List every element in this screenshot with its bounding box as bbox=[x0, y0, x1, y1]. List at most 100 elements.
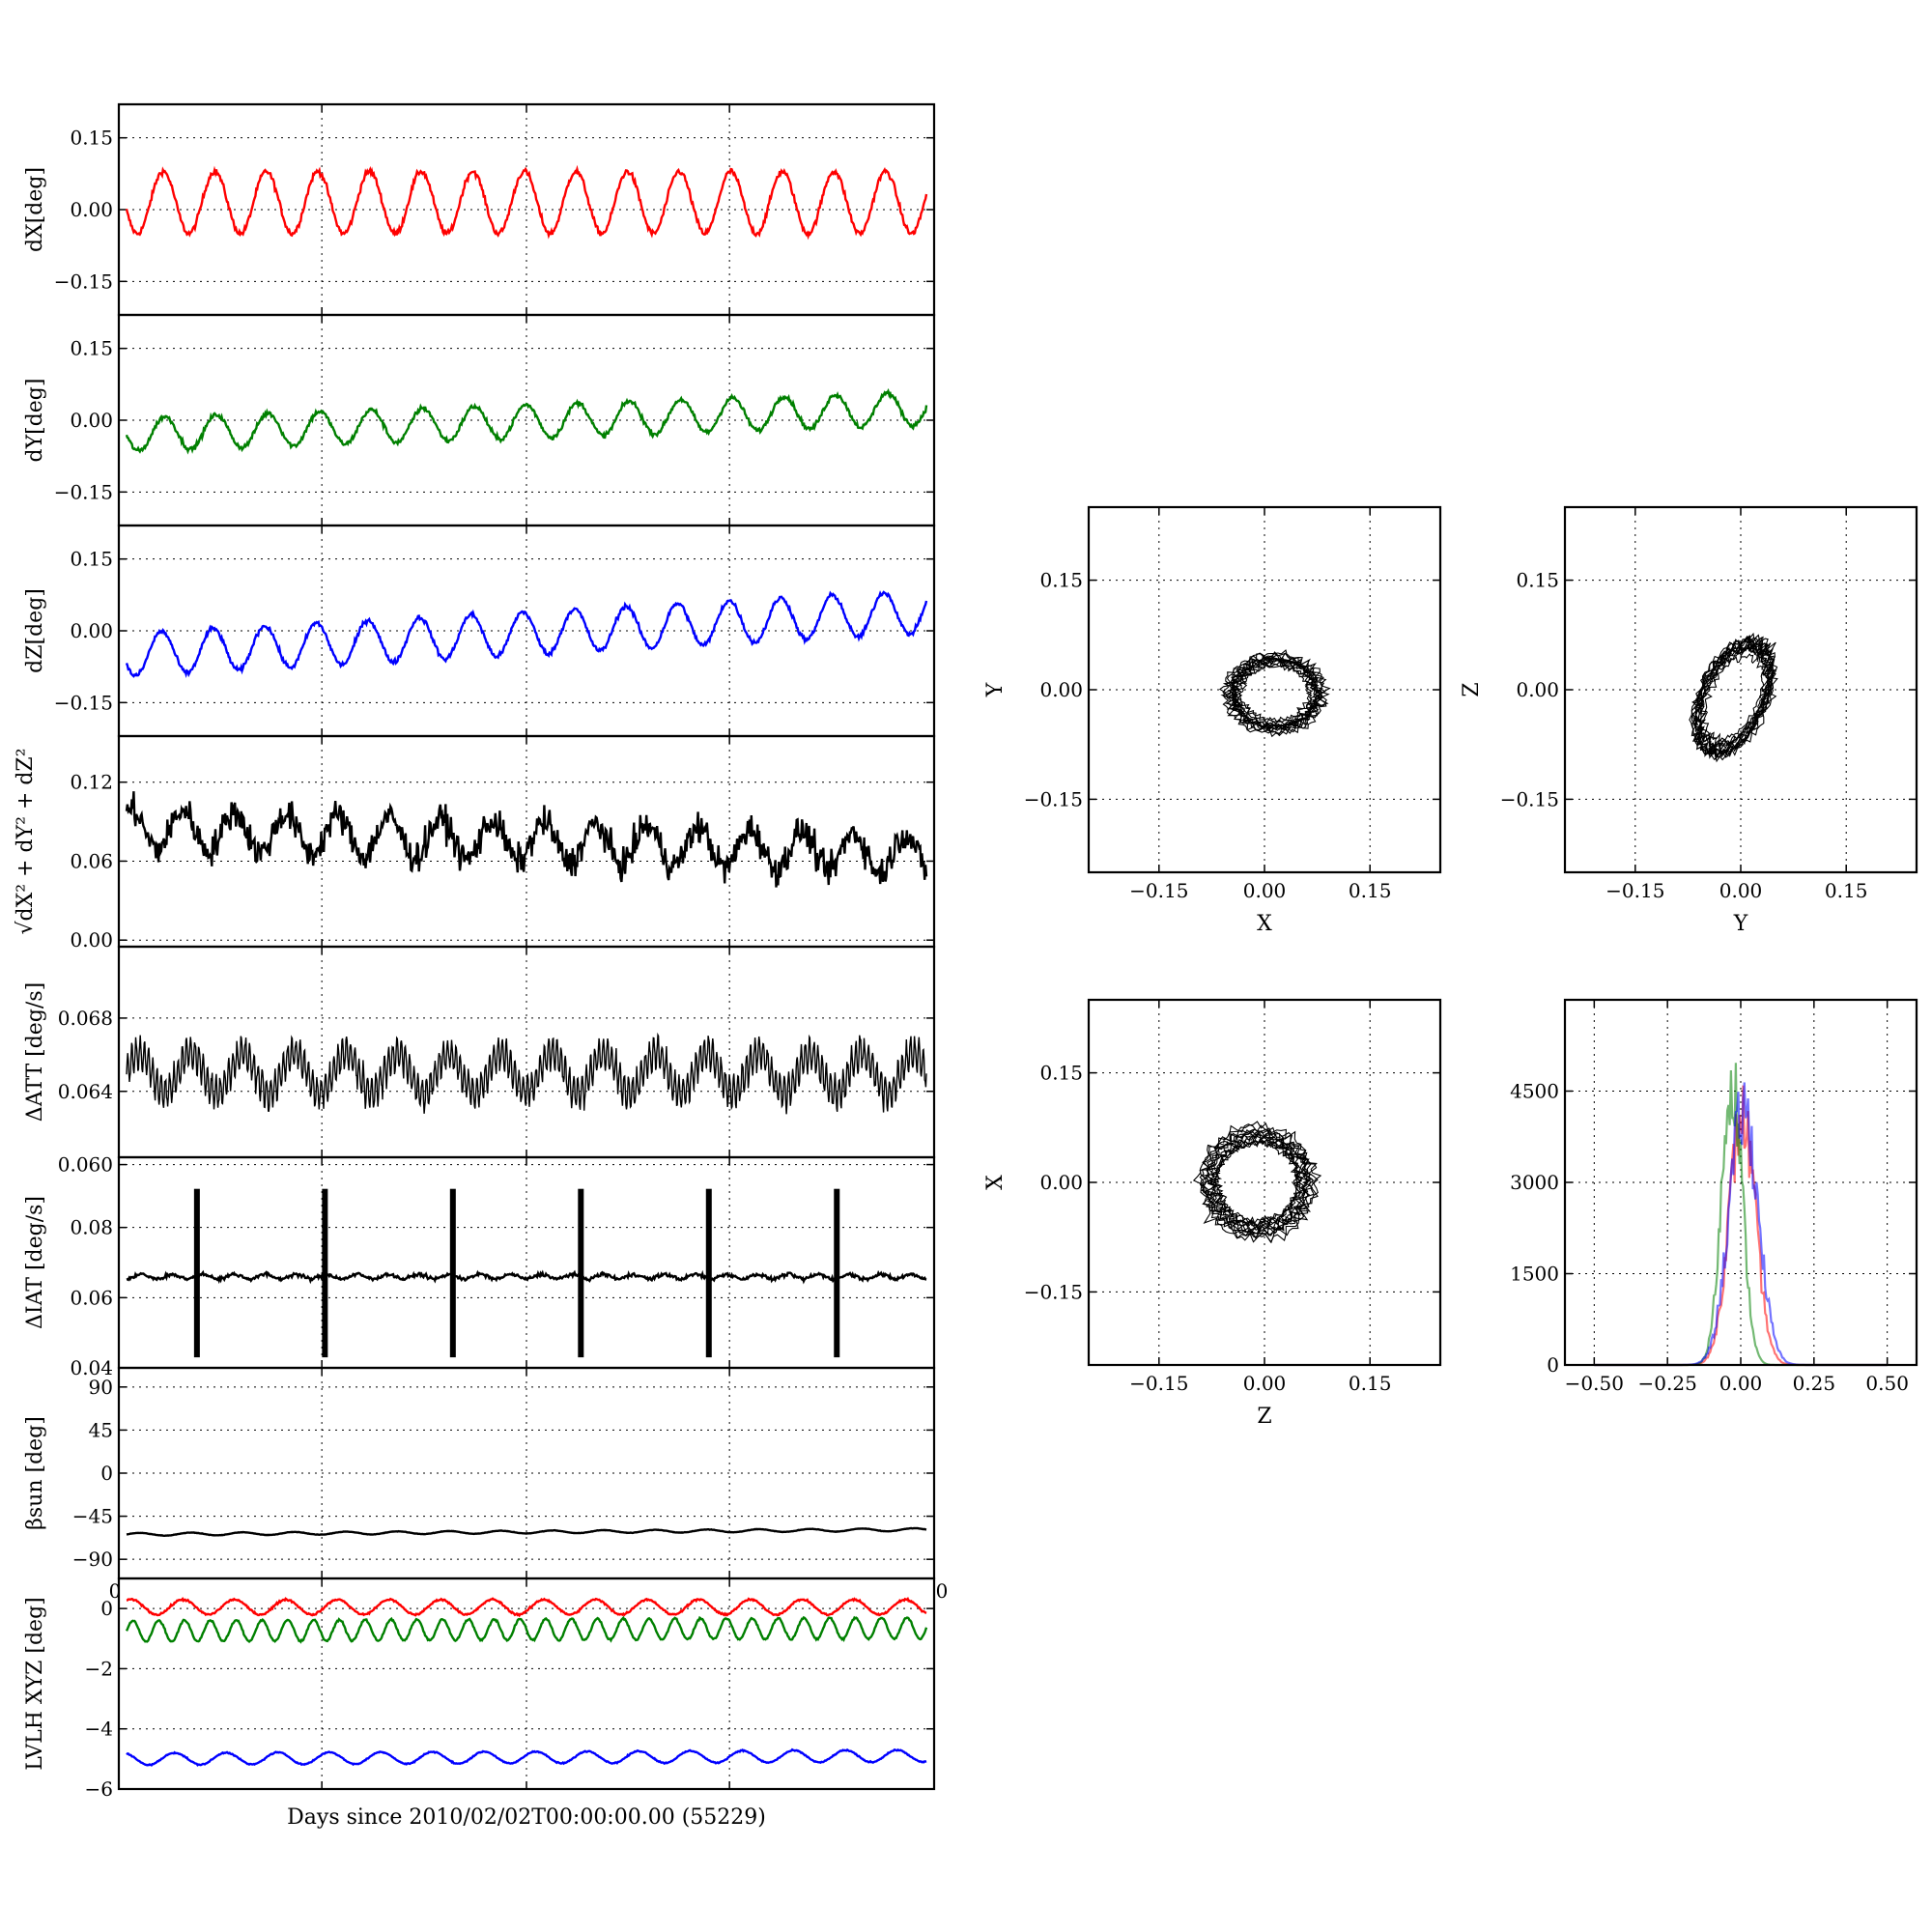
YZ-trace-5 bbox=[1697, 647, 1770, 746]
XY-ytick-label: 0.15 bbox=[1039, 569, 1083, 592]
lvlh-ytick-label: −2 bbox=[85, 1657, 113, 1680]
dATT-series-0 bbox=[126, 1032, 927, 1115]
ZX-trace-3 bbox=[1199, 1127, 1315, 1237]
ZX-trace-13 bbox=[1207, 1129, 1310, 1233]
dY-series-0 bbox=[125, 387, 928, 455]
dZ-ytick-label: −0.15 bbox=[54, 691, 113, 714]
ZX-frame bbox=[1087, 998, 1442, 1367]
dIAT-spike-2 bbox=[449, 1188, 456, 1358]
YZ-frame bbox=[1563, 505, 1918, 874]
YZ-ytick-label: 0.15 bbox=[1516, 569, 1559, 592]
YZ-xtick-label: 0.00 bbox=[1719, 879, 1763, 902]
YZ-trace-12 bbox=[1702, 653, 1768, 744]
YZ-xtick-label: 0.15 bbox=[1825, 879, 1868, 902]
dIAT-spike-0 bbox=[193, 1188, 200, 1358]
lvlh-frame bbox=[117, 1577, 936, 1791]
dATT-ylabel: ΔATT [deg/s] bbox=[23, 982, 47, 1122]
ZX-trace-11 bbox=[1213, 1140, 1302, 1225]
hist-xtick-label: −0.25 bbox=[1638, 1372, 1697, 1395]
XY-xtick-label: 0.15 bbox=[1349, 879, 1392, 902]
beta-ylabel: βsun [deg] bbox=[23, 1416, 47, 1530]
YZ-trace-10 bbox=[1690, 639, 1774, 756]
XY-frame bbox=[1087, 505, 1442, 874]
dZ-ylabel: dZ[deg] bbox=[23, 588, 47, 673]
ZX-ytick-label: 0.15 bbox=[1039, 1062, 1083, 1085]
lvlh-ytick-label: −4 bbox=[85, 1718, 113, 1741]
beta-ytick-label: 90 bbox=[89, 1376, 113, 1399]
dATT-ytick-label: 0.068 bbox=[58, 1007, 113, 1030]
ZX-xlabel: Z bbox=[1257, 1405, 1271, 1429]
XY-ytick-label: −0.15 bbox=[1024, 787, 1083, 810]
hist-xtick-label: 0.00 bbox=[1719, 1372, 1763, 1395]
ZX-ytick-label: −0.15 bbox=[1024, 1280, 1083, 1303]
XY-ylabel: Y bbox=[983, 682, 1008, 697]
dX-ytick-label: −0.15 bbox=[54, 270, 113, 293]
dZ-ytick-label: 0.15 bbox=[70, 548, 113, 571]
dIAT-frame bbox=[117, 1155, 936, 1370]
ZX-ylabel: X bbox=[983, 1175, 1008, 1190]
beta-ytick-label: 0 bbox=[100, 1462, 113, 1485]
hist-series-0 bbox=[1594, 1085, 1888, 1367]
dX-series-0 bbox=[125, 164, 928, 241]
lvlh-ytick-label: −6 bbox=[85, 1777, 113, 1801]
XY-trace-12 bbox=[1227, 655, 1322, 732]
dR-series-0 bbox=[125, 791, 928, 888]
dATT-frame bbox=[117, 945, 936, 1159]
XY-ytick-label: 0.00 bbox=[1039, 678, 1083, 701]
ZX-xtick-label: 0.00 bbox=[1243, 1372, 1287, 1395]
lvlh-ylabel: LVLH XYZ [deg] bbox=[23, 1597, 47, 1771]
lvlh-ytick-label: 0 bbox=[100, 1597, 113, 1620]
lvlh-series-2 bbox=[126, 1747, 927, 1767]
XY-trace-8 bbox=[1236, 665, 1313, 725]
dX-ytick-label: 0.00 bbox=[70, 198, 113, 221]
dATT-ytick-label: 0.064 bbox=[58, 1080, 113, 1103]
ZX-xtick-label: −0.15 bbox=[1129, 1372, 1188, 1395]
lvlh-series-0 bbox=[126, 1596, 927, 1618]
ZX-trace-12 bbox=[1201, 1129, 1311, 1240]
x-axis-label: Days since 2010/02/02T00:00:00.00 (55229… bbox=[287, 1805, 766, 1830]
ZX-ytick-label: 0.00 bbox=[1039, 1171, 1083, 1194]
dIAT-ytick-label: 0.08 bbox=[70, 1216, 113, 1239]
dX-ytick-label: 0.15 bbox=[70, 127, 113, 150]
hist-ytick-label: 0 bbox=[1547, 1353, 1559, 1377]
YZ-xlabel: Y bbox=[1733, 912, 1748, 936]
dIAT-spike-5 bbox=[834, 1188, 840, 1358]
dX-ylabel: dX[deg] bbox=[23, 167, 47, 252]
dR-ytick-label: 0.00 bbox=[70, 928, 113, 952]
beta-ytick-label: −45 bbox=[72, 1505, 113, 1528]
XY-trace-13 bbox=[1220, 651, 1331, 735]
dATT-ytick-label: 0.060 bbox=[58, 1153, 113, 1177]
hist-ytick-label: 1500 bbox=[1510, 1263, 1559, 1286]
dY-ytick-label: 0.15 bbox=[70, 337, 113, 360]
hist-ytick-label: 3000 bbox=[1510, 1171, 1559, 1194]
ZX-xtick-label: 0.15 bbox=[1349, 1372, 1392, 1395]
dIAT-spike-4 bbox=[705, 1188, 712, 1358]
dIAT-spike-3 bbox=[578, 1188, 584, 1358]
XY-xlabel: X bbox=[1257, 912, 1272, 936]
dIAT-ylabel: ΔIAT [deg/s] bbox=[23, 1196, 47, 1329]
XY-xtick-label: 0.00 bbox=[1243, 879, 1287, 902]
beta-series-0 bbox=[126, 1526, 927, 1537]
YZ-trace-13 bbox=[1694, 634, 1775, 755]
dIAT-ytick-label: 0.04 bbox=[70, 1356, 113, 1379]
ZX-trace-9 bbox=[1210, 1138, 1303, 1228]
dY-ylabel: dY[deg] bbox=[23, 379, 47, 463]
hist-xtick-label: 0.25 bbox=[1793, 1372, 1836, 1395]
lvlh-corner-label-right: 0 bbox=[936, 1579, 949, 1603]
YZ-xtick-label: −0.15 bbox=[1605, 879, 1664, 902]
dIAT-spike-1 bbox=[322, 1188, 328, 1358]
YZ-ytick-label: −0.15 bbox=[1500, 787, 1559, 810]
lvlh-series-1 bbox=[125, 1615, 928, 1644]
lvlh-corner-label-left: 0 bbox=[109, 1579, 122, 1603]
YZ-ytick-label: 0.00 bbox=[1516, 678, 1559, 701]
beta-ytick-label: −90 bbox=[72, 1548, 113, 1571]
dZ-series-0 bbox=[125, 590, 928, 678]
dIAT-ytick-label: 0.06 bbox=[70, 1286, 113, 1309]
dY-ytick-label: −0.15 bbox=[54, 480, 113, 503]
XY-trace-2 bbox=[1218, 649, 1330, 738]
dR-ytick-label: 0.12 bbox=[70, 771, 113, 794]
XY-xtick-label: −0.15 bbox=[1129, 879, 1188, 902]
dR-ylabel: √dX² + dY² + dZ² bbox=[14, 748, 38, 934]
hist-xtick-label: 0.50 bbox=[1865, 1372, 1909, 1395]
